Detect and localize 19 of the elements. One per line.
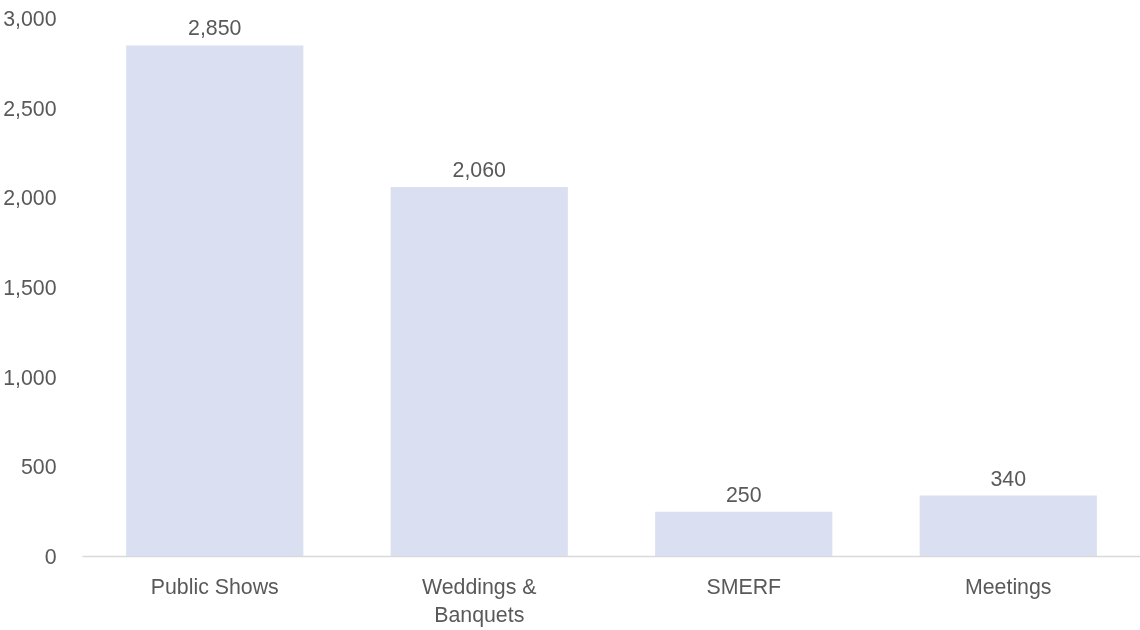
y-tick-label: 1,500 bbox=[3, 276, 57, 300]
x-tick-label: Public Shows bbox=[150, 574, 279, 599]
x-tick-label: Meetings bbox=[964, 574, 1052, 599]
x-tick-label: Weddings & Banquets bbox=[421, 574, 537, 628]
data-label: 340 bbox=[990, 466, 1027, 491]
data-label: 2,060 bbox=[452, 158, 507, 183]
y-tick-label: 0 bbox=[44, 545, 57, 569]
y-tick-label: 500 bbox=[20, 455, 57, 480]
bar bbox=[655, 511, 833, 557]
bar bbox=[126, 45, 304, 557]
data-label: 2,850 bbox=[188, 16, 242, 41]
y-tick-label: 3,000 bbox=[3, 7, 57, 31]
bar bbox=[390, 187, 568, 557]
bar bbox=[919, 495, 1097, 557]
data-label: 250 bbox=[725, 482, 762, 507]
y-tick-label: 2,000 bbox=[3, 186, 57, 211]
y-tick-label: 1,000 bbox=[3, 365, 57, 390]
y-tick-label: 2,500 bbox=[3, 96, 57, 121]
x-tick-label: SMERF bbox=[706, 574, 782, 599]
